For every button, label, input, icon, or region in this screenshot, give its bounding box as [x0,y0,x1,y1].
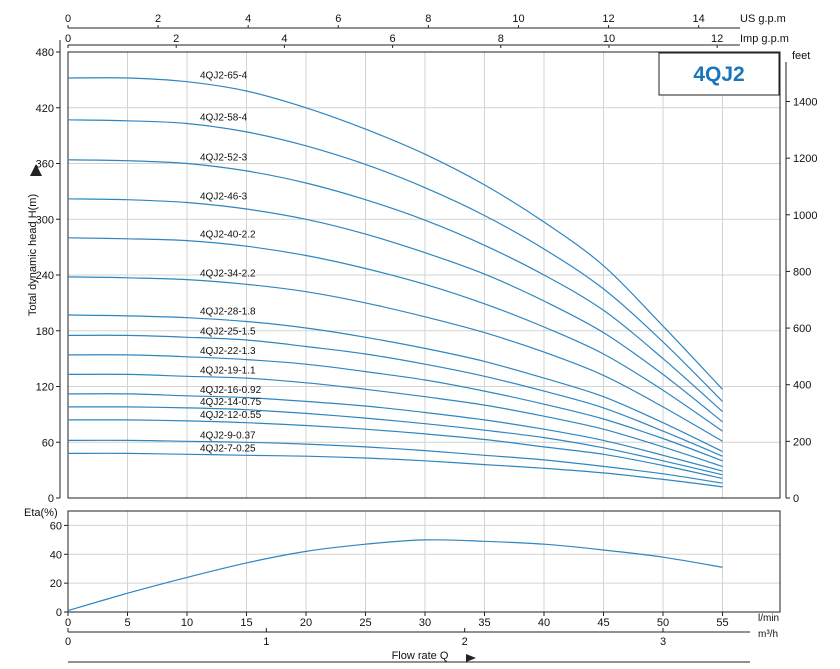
main-y-tick-label: 420 [36,103,54,115]
m3h-tick-label: 2 [462,636,468,648]
head-curve-4QJ2-34-2.2 [67,276,723,442]
curve-label: 4QJ2-46-3 [200,192,248,203]
head-curve-4QJ2-52-3 [67,159,723,413]
head-curve-4QJ2-58-4 [67,119,723,402]
feet-tick-label: 200 [793,436,811,448]
m3h-tick-label: 3 [660,636,666,648]
usgpm-tick-label: 2 [155,13,161,25]
head-curve-4QJ2-16-0.92 [67,393,723,472]
m3h-tick-label: 1 [263,636,269,648]
head-curve-4QJ2-19-1.1 [67,373,723,467]
curve-label: 4QJ2-52-3 [200,153,248,164]
m3h-unit-label: m³/h [758,629,778,640]
head-curve-4QJ2-12-0.55 [67,419,723,480]
lpm-tick-label: 30 [419,617,431,629]
main-y-axis-label: Total dynamic head H(m) [27,194,39,316]
main-y-tick-label: 120 [36,382,54,394]
eta-y-axis-label: Eta(%) [24,507,58,519]
curve-label: 4QJ2-34-2.2 [200,269,256,280]
eta-y-tick-label: 60 [50,520,62,532]
main-y-tick-label: 300 [36,214,54,226]
feet-tick-label: 600 [793,323,811,335]
head-curve-4QJ2-65-4 [67,77,723,390]
curve-label: 4QJ2-22-1.3 [200,346,256,357]
y-axis-arrow-icon [30,164,42,176]
impgpm-tick-label: 12 [711,33,723,45]
feet-tick-label: 1200 [793,153,817,165]
usgpm-tick-label: 14 [693,13,705,25]
main-y-tick-label: 0 [48,493,54,505]
head-curve-4QJ2-9-0.37 [67,439,723,484]
x-axis-arrow-icon [466,654,476,662]
lpm-tick-label: 40 [538,617,550,629]
curve-label: 4QJ2-19-1.1 [200,365,256,376]
eta-y-tick-label: 40 [50,549,62,561]
usgpm-tick-label: 10 [512,13,524,25]
feet-tick-label: 400 [793,380,811,392]
usgpm-tick-label: 8 [425,13,431,25]
model-title-box [658,52,780,96]
usgpm-tick-label: 0 [65,13,71,25]
curve-label: 4QJ2-12-0.55 [200,410,262,421]
impgpm-tick-label: 8 [498,33,504,45]
curve-label: 4QJ2-58-4 [200,113,248,124]
feet-tick-label: 800 [793,266,811,278]
curve-label: 4QJ2-7-0.25 [200,443,256,454]
eta-y-tick-label: 0 [56,607,62,619]
head-curve-4QJ2-25-1.5 [67,334,723,457]
head-curve-4QJ2-28-1.8 [67,314,723,453]
lpm-tick-label: 10 [181,617,193,629]
impgpm-tick-label: 0 [65,33,71,45]
head-curve-4QJ2-14-0.75 [67,406,723,476]
impgpm-tick-label: 6 [390,33,396,45]
eta-plot-frame [67,510,781,613]
curve-label: 4QJ2-9-0.37 [200,430,256,441]
feet-axis-label: feet [792,50,810,62]
lpm-tick-label: 20 [300,617,312,629]
lpm-tick-label: 25 [359,617,371,629]
usgpm-tick-label: 6 [335,13,341,25]
curve-label: 4QJ2-16-0.92 [200,385,262,396]
lpm-tick-label: 15 [240,617,252,629]
efficiency-curve [67,539,723,612]
lpm-tick-label: 0 [65,617,71,629]
usgpm-unit-label: US g.p.m [740,13,786,25]
lpm-unit-label: l/min [758,613,779,624]
main-y-tick-label: 360 [36,159,54,171]
feet-tick-label: 1000 [793,210,817,222]
impgpm-tick-label: 10 [603,33,615,45]
head-curve-4QJ2-7-0.25 [67,452,723,488]
feet-tick-label: 0 [793,493,799,505]
impgpm-unit-label: Imp g.p.m [740,33,789,45]
lpm-tick-label: 50 [657,617,669,629]
lpm-tick-label: 5 [124,617,130,629]
feet-tick-label: 1400 [793,97,817,109]
head-curve-4QJ2-40-2.2 [67,237,723,432]
curve-label: 4QJ2-25-1.5 [200,326,256,337]
model-title: 4QJ2 [693,63,744,86]
main-y-tick-label: 180 [36,326,54,338]
curve-label: 4QJ2-14-0.75 [200,397,262,408]
m3h-tick-label: 0 [65,636,71,648]
curve-label: 4QJ2-65-4 [200,71,248,82]
impgpm-tick-label: 2 [173,33,179,45]
main-plot-frame [67,51,781,499]
x-axis-label: Flow rate Q [392,650,449,662]
curve-label: 4QJ2-40-2.2 [200,230,256,241]
lpm-tick-label: 45 [597,617,609,629]
head-curve-4QJ2-46-3 [67,198,723,423]
lpm-tick-label: 55 [716,617,728,629]
impgpm-tick-label: 4 [281,33,287,45]
eta-y-tick-label: 20 [50,578,62,590]
curve-label: 4QJ2-28-1.8 [200,307,256,318]
head-curve-4QJ2-22-1.3 [67,354,723,462]
main-y-tick-label: 480 [36,47,54,59]
lpm-tick-label: 35 [478,617,490,629]
usgpm-tick-label: 12 [602,13,614,25]
usgpm-tick-label: 4 [245,13,251,25]
main-y-tick-label: 60 [42,437,54,449]
main-y-tick-label: 240 [36,270,54,282]
